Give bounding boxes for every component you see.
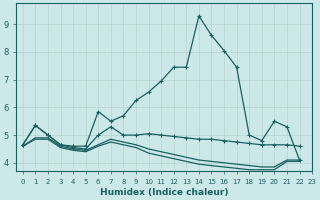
X-axis label: Humidex (Indice chaleur): Humidex (Indice chaleur) (100, 188, 228, 197)
